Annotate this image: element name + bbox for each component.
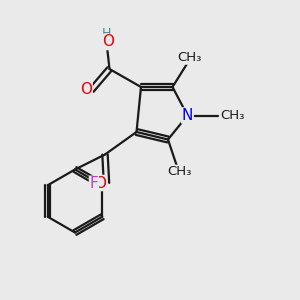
Text: H: H (102, 27, 111, 40)
Text: CH₃: CH₃ (178, 51, 202, 64)
Text: F: F (89, 176, 98, 191)
Text: O: O (80, 82, 92, 98)
Text: O: O (94, 176, 106, 190)
Text: O: O (102, 34, 114, 50)
Text: CH₃: CH₃ (220, 109, 245, 122)
Text: CH₃: CH₃ (167, 165, 192, 178)
Text: N: N (182, 108, 193, 123)
